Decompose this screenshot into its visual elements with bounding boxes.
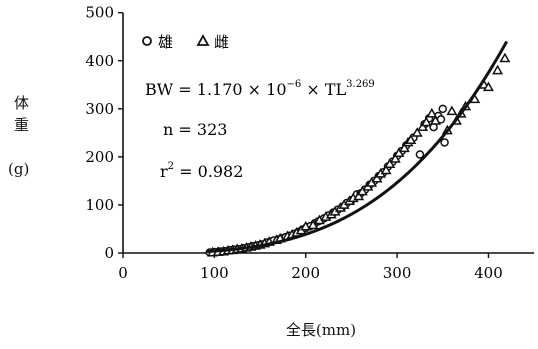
legend: 雄 雌 [142,33,229,51]
data-point-female [482,81,494,92]
y-tick-label: 400 [85,52,114,70]
data-point-female [300,220,312,231]
data-point-male [438,104,448,114]
n-text: n = 323 [163,120,227,139]
legend-marker-male [142,36,152,46]
x-axis-label: 全長(mm) [285,321,357,339]
data-point-female [420,116,432,127]
data-point-female [405,134,417,145]
x-tick-label: 0 [118,264,128,282]
data-point-female [384,158,396,169]
data-point-female [417,121,429,132]
data-point-female [353,190,365,201]
ticks: 0 100 200 300 400 0 100 200 300 400 500 [85,4,502,282]
legend-marker-female [196,34,210,46]
x-tick-label: 100 [200,264,229,282]
annotations: BW = 1.170 × 10−6 × TL3.269 n = 323 r2 =… [145,79,375,181]
y-tick-label: 100 [85,196,114,214]
data-point-male [415,150,425,159]
data-point-female [389,153,401,163]
data-point-female [446,105,458,116]
y-tick-label: 0 [104,244,114,262]
data-point-female [492,64,504,75]
data-point-female [356,185,368,196]
x-tick-label: 300 [383,264,412,282]
equation-text: BW = 1.170 × 10−6 × TL3.269 [145,79,375,99]
y-tick-label: 500 [85,4,114,22]
y-tick-label: 200 [85,148,114,166]
data-point-female [426,107,438,118]
legend-label-male: 雄 [158,33,173,51]
x-tick-label: 200 [291,264,320,282]
data-point-female [398,142,410,153]
r2-text: r2 = 0.982 [160,161,243,181]
data-point-female [499,52,511,63]
data-point-female [429,115,441,125]
data-point-female [371,172,383,183]
data-point-female [380,164,392,175]
data-point-male [440,138,449,147]
data-point-female [307,219,319,230]
legend-label-female: 雌 [214,33,229,51]
y-axis-label-3: (g) [8,160,30,178]
y-tick-label: 300 [85,100,114,118]
y-axis-label-1: 体 [14,94,30,112]
data-point-female [393,147,405,157]
y-axis-label-2: 重 [14,116,30,134]
x-tick-label: 400 [474,264,503,282]
data-point-female [411,127,423,137]
axes [122,12,535,254]
fit-curve [206,40,509,254]
